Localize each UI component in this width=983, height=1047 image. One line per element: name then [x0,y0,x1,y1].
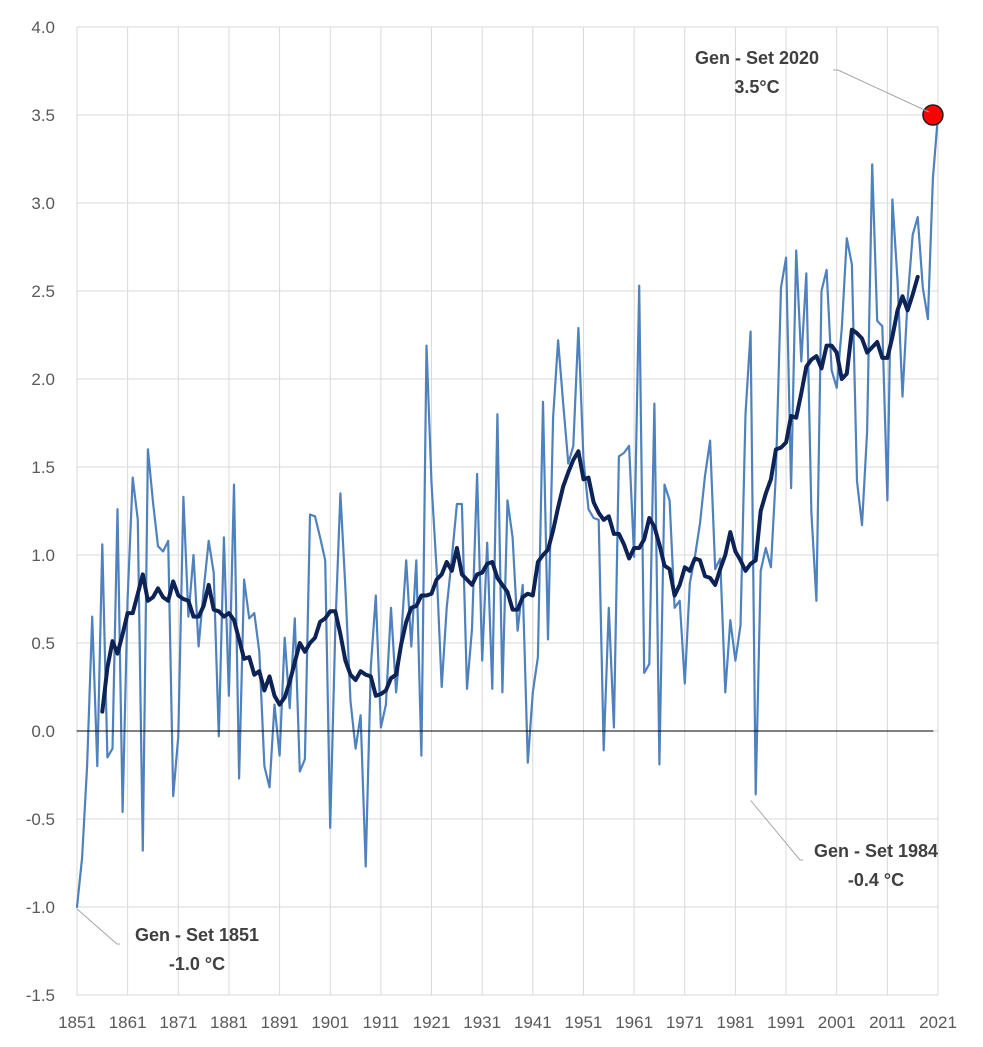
x-tick-label: 2001 [818,1013,856,1032]
y-tick-label: 4.0 [31,18,55,37]
annotation-leader-line [76,908,120,945]
x-tick-label: 2021 [919,1013,957,1032]
axis-tick-labels: -1.5 -1.0 -0.5 0.0 0.5 1.0 1.5 2.0 2.5 3.0 3.5 4.0 1… [26,18,957,1032]
x-tick-label: 1861 [109,1013,147,1032]
y-tick-label: 1.5 [31,458,55,477]
y-tick-label: -0.5 [26,810,55,829]
annotation-value: -0.4 °C [848,870,904,890]
annotation-title: Gen - Set 1984 [814,841,938,861]
y-tick-label: 3.0 [31,194,55,213]
annotation-title: Gen - Set 2020 [695,48,819,68]
y-tick-label: 0.0 [31,722,55,741]
y-tick-label: -1.0 [26,898,55,917]
highlight-point-2020 [922,104,944,126]
annotation-title: Gen - Set 1851 [135,925,259,945]
x-tick-label: 1901 [311,1013,349,1032]
y-tick-label: 1.0 [31,546,55,565]
annotation-2020: Gen - Set 2020 3.5°C [695,48,930,113]
y-tick-label: 0.5 [31,634,55,653]
x-tick-label: 1911 [363,1013,400,1032]
moving-average-line [100,274,920,714]
series-lines [75,113,940,909]
annotation-1851: Gen - Set 1851 -1.0 °C [76,908,259,974]
x-tick-label: 1851 [58,1013,96,1032]
x-tick-label: 1991 [767,1013,805,1032]
y-tick-label: 2.0 [31,370,55,389]
x-tick-label: 1951 [565,1013,603,1032]
gridlines [76,26,939,996]
x-tick-label: 1871 [159,1013,197,1032]
x-tick-label: 2011 [869,1013,906,1032]
x-tick-label: 1961 [615,1013,653,1032]
annotation-1984: Gen - Set 1984 -0.4 °C [750,800,938,890]
annotation-leader-line [750,800,803,861]
annotations: Gen - Set 2020 3.5°C Gen - Set 1984 -0.4 °C… [76,48,944,974]
annotation-leader-line [833,69,930,113]
annual-anomaly-line [75,113,940,909]
y-tick-label: 2.5 [31,282,55,301]
x-tick-label: 1941 [514,1013,552,1032]
x-tick-label: 1891 [261,1013,299,1032]
x-tick-label: 1881 [210,1013,248,1032]
x-tick-label: 1931 [463,1013,501,1032]
x-tick-label: 1921 [413,1013,451,1032]
x-tick-label: 1981 [716,1013,754,1032]
y-tick-label: 3.5 [31,106,55,125]
annotation-value: -1.0 °C [169,954,225,974]
x-tick-label: 1971 [666,1013,704,1032]
y-tick-label: -1.5 [26,986,55,1005]
annotation-value: 3.5°C [734,77,779,97]
